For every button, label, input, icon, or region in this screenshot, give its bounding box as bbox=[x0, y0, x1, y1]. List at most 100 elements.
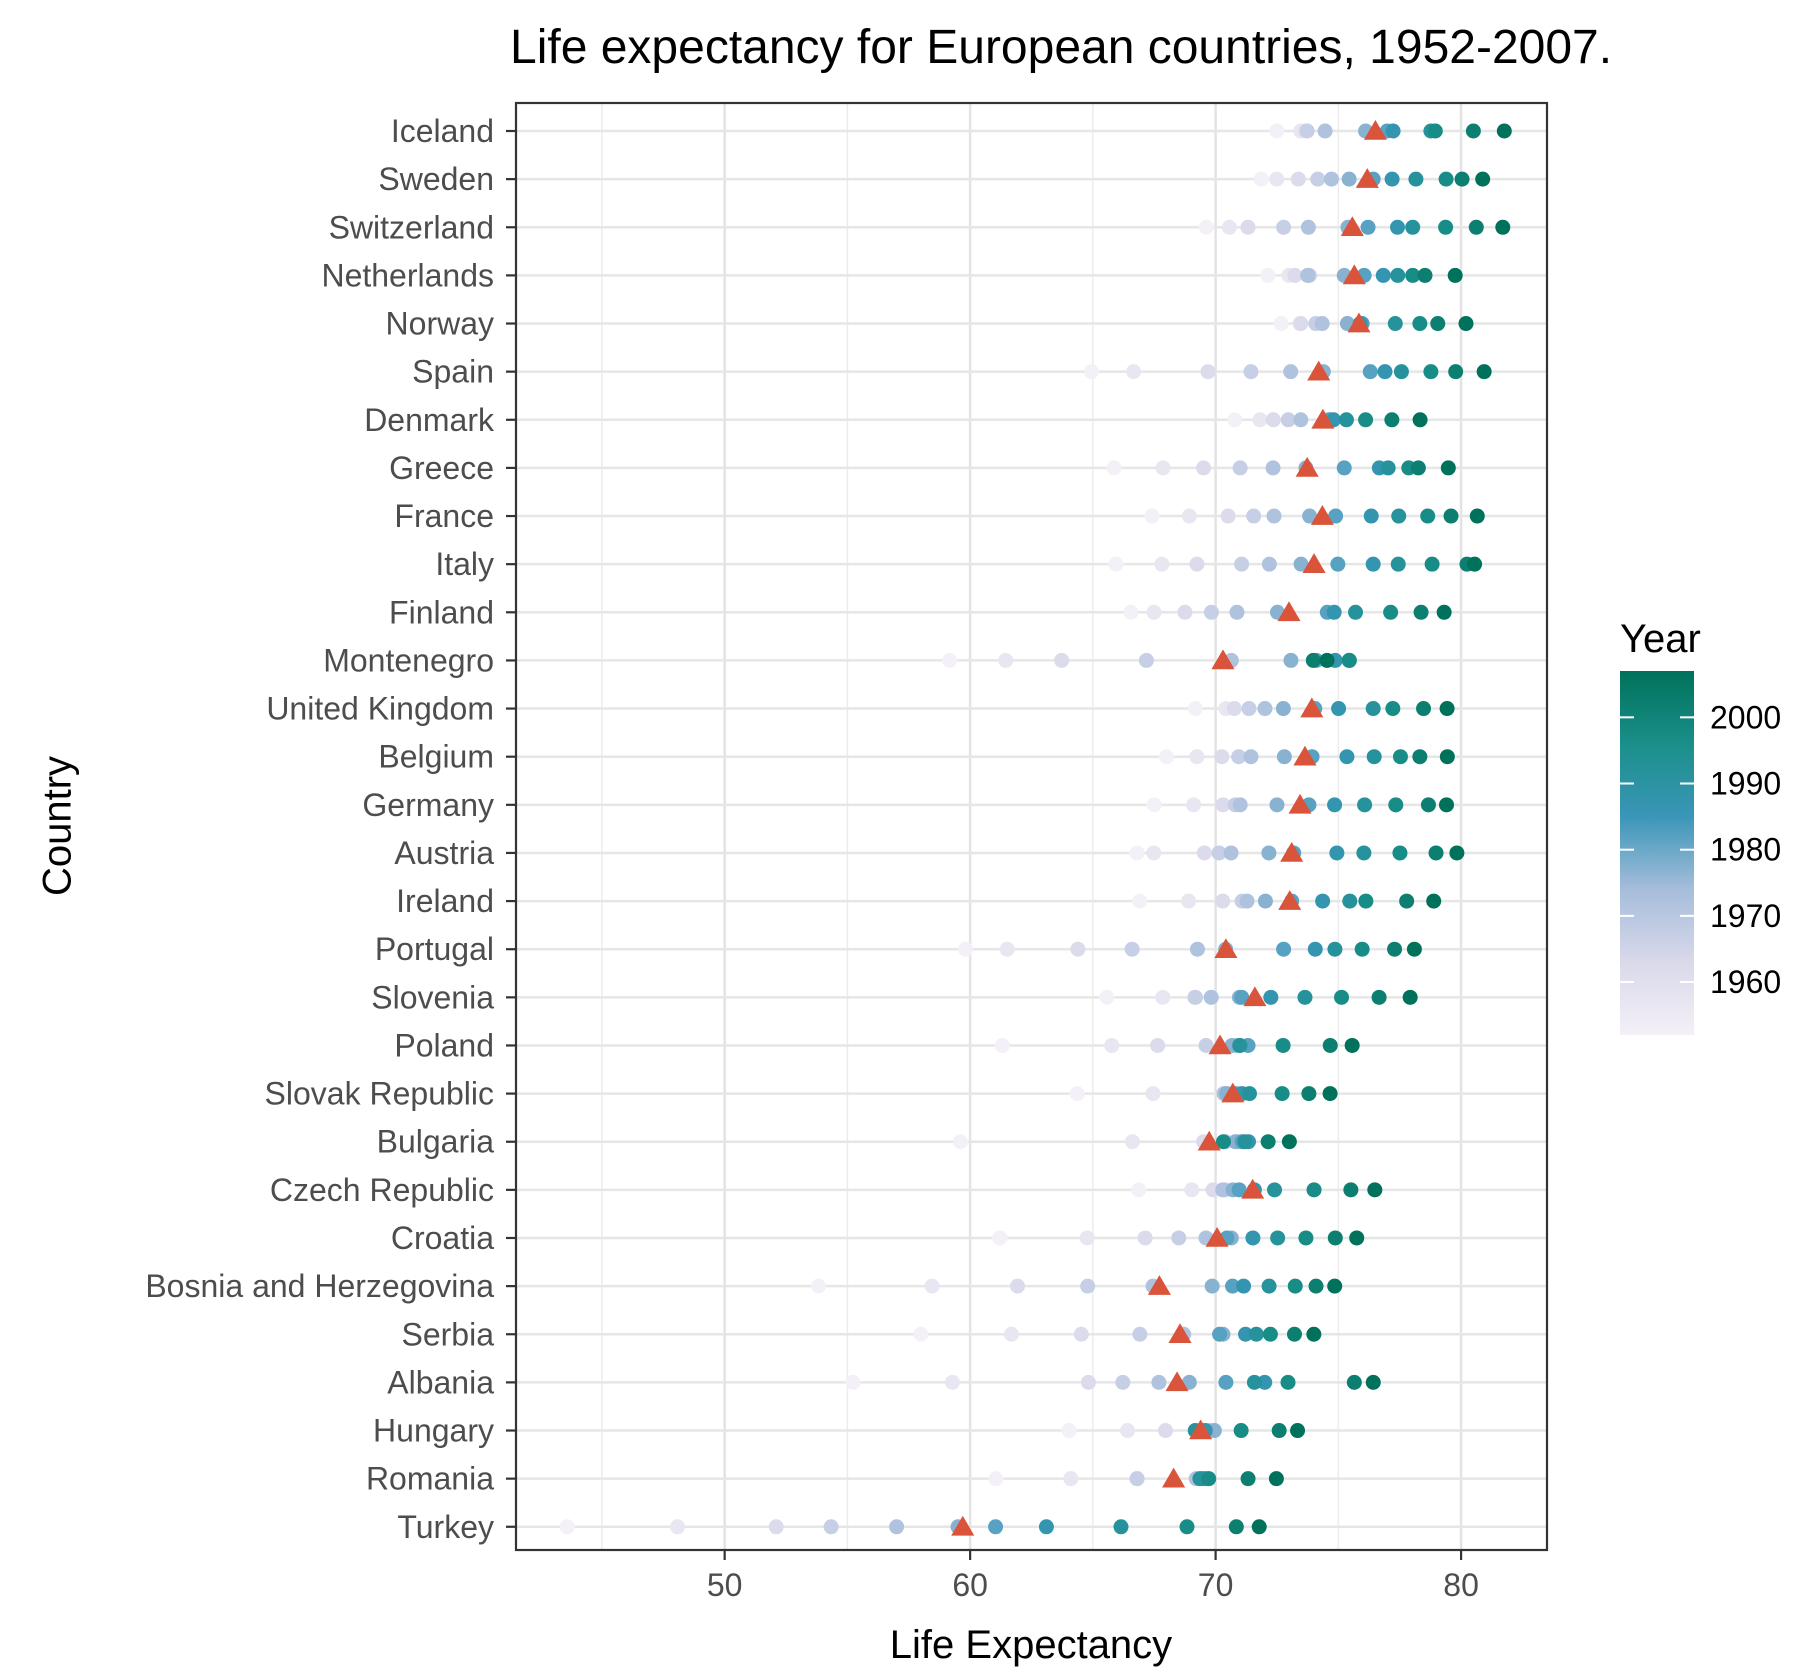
data-point bbox=[1266, 508, 1282, 524]
y-tick-label: Czech Republic bbox=[270, 1172, 494, 1208]
data-point bbox=[1380, 460, 1396, 476]
data-point bbox=[1392, 749, 1408, 765]
data-point bbox=[1069, 1086, 1085, 1102]
country-points bbox=[1108, 556, 1483, 572]
mean-marker bbox=[1241, 1178, 1265, 1199]
mean-marker bbox=[1363, 120, 1387, 140]
data-point bbox=[1231, 749, 1247, 765]
data-point bbox=[768, 1519, 784, 1535]
data-point bbox=[1281, 1134, 1297, 1150]
data-point bbox=[1390, 556, 1406, 572]
mean-marker bbox=[1243, 986, 1267, 1007]
country-points bbox=[810, 1278, 1343, 1294]
data-point bbox=[1273, 316, 1289, 332]
data-point bbox=[999, 941, 1015, 957]
data-point bbox=[1287, 1278, 1303, 1294]
data-point bbox=[988, 1471, 1004, 1487]
data-point bbox=[1181, 508, 1197, 524]
data-point bbox=[1428, 845, 1444, 861]
data-point bbox=[1218, 1374, 1234, 1390]
data-point bbox=[1412, 749, 1428, 765]
data-point bbox=[1467, 556, 1483, 572]
grid-major-x bbox=[723, 103, 1463, 1550]
data-point bbox=[1080, 1278, 1096, 1294]
data-point bbox=[1158, 1423, 1174, 1439]
data-point bbox=[1215, 797, 1231, 813]
data-point bbox=[1198, 219, 1214, 235]
x-tick-label: 80 bbox=[1443, 1567, 1479, 1603]
data-point bbox=[1336, 460, 1352, 476]
data-point bbox=[1297, 989, 1313, 1005]
data-point bbox=[1300, 219, 1316, 235]
data-point bbox=[1269, 123, 1285, 139]
data-point bbox=[1286, 1326, 1302, 1342]
data-point bbox=[1159, 749, 1175, 765]
data-point bbox=[1225, 1278, 1241, 1294]
data-point bbox=[1420, 508, 1436, 524]
data-point bbox=[1241, 1086, 1257, 1102]
data-point bbox=[1203, 989, 1219, 1005]
data-point bbox=[1234, 556, 1250, 572]
data-point bbox=[1427, 123, 1443, 139]
legend-title: Year bbox=[1620, 617, 1701, 661]
data-point bbox=[1301, 1086, 1317, 1102]
data-point bbox=[1231, 1182, 1247, 1198]
y-tick-label: Netherlands bbox=[321, 257, 494, 293]
data-point bbox=[1243, 749, 1259, 765]
data-point bbox=[1257, 893, 1273, 909]
data-point bbox=[1375, 267, 1391, 283]
legend-tick-label: 1990 bbox=[1710, 766, 1781, 802]
data-point bbox=[1377, 364, 1393, 380]
legend-tick-label: 2000 bbox=[1710, 699, 1781, 735]
data-point bbox=[1367, 1182, 1383, 1198]
data-point bbox=[1365, 701, 1381, 717]
data-point bbox=[1307, 941, 1323, 957]
data-point bbox=[1145, 1086, 1161, 1102]
data-point bbox=[1310, 171, 1326, 187]
data-point bbox=[1384, 412, 1400, 428]
data-point bbox=[1383, 604, 1399, 620]
country-points bbox=[913, 1326, 1322, 1342]
data-point bbox=[1080, 1374, 1096, 1390]
mean-marker bbox=[1214, 938, 1238, 959]
data-point bbox=[1260, 267, 1276, 283]
y-tick-label: Slovenia bbox=[371, 979, 494, 1015]
data-point bbox=[992, 1230, 1008, 1246]
data-point bbox=[559, 1519, 575, 1535]
y-tick-label: Sweden bbox=[378, 161, 494, 197]
data-point bbox=[1334, 989, 1350, 1005]
y-tick-label: Bulgaria bbox=[377, 1124, 495, 1160]
data-point bbox=[1384, 171, 1400, 187]
country-points bbox=[1132, 893, 1442, 909]
data-point bbox=[1366, 749, 1382, 765]
data-point bbox=[1261, 556, 1277, 572]
data-point bbox=[1196, 845, 1212, 861]
data-point bbox=[1341, 652, 1357, 668]
data-point bbox=[1354, 941, 1370, 957]
data-point bbox=[1265, 412, 1281, 428]
data-point bbox=[1416, 701, 1432, 717]
country-points bbox=[988, 1471, 1284, 1487]
y-tick-label: Croatia bbox=[391, 1220, 494, 1256]
data-point bbox=[1274, 1086, 1290, 1102]
y-tick-label: Bosnia and Herzegovina bbox=[145, 1268, 494, 1304]
data-point bbox=[1270, 1230, 1286, 1246]
data-point bbox=[1268, 1471, 1284, 1487]
data-point bbox=[1495, 219, 1511, 235]
data-point bbox=[1290, 1423, 1306, 1439]
country-points bbox=[1260, 267, 1463, 283]
legend-tick-label: 1960 bbox=[1710, 964, 1781, 1000]
data-point bbox=[1179, 1519, 1195, 1535]
mean-marker bbox=[1211, 649, 1235, 670]
data-point bbox=[1405, 267, 1421, 283]
data-point bbox=[1119, 1423, 1135, 1439]
data-point bbox=[1063, 1471, 1079, 1487]
data-point bbox=[1126, 364, 1142, 380]
data-point bbox=[1387, 941, 1403, 957]
data-point bbox=[1262, 1326, 1278, 1342]
data-point bbox=[1070, 941, 1086, 957]
data-point bbox=[1129, 845, 1145, 861]
mean-marker bbox=[1168, 1323, 1192, 1344]
data-point bbox=[1331, 701, 1347, 717]
country-points bbox=[952, 1134, 1297, 1150]
